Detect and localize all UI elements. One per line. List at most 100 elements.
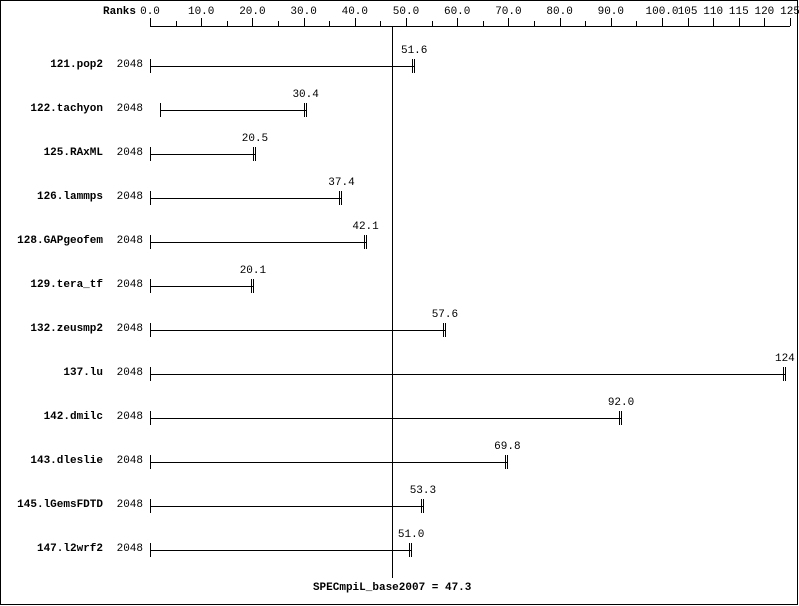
x-axis-major-tick bbox=[304, 18, 305, 26]
benchmark-ranks: 2048 bbox=[108, 367, 143, 379]
x-axis-tick-label: 80.0 bbox=[546, 6, 572, 18]
benchmark-bar-cap-right-inner bbox=[443, 323, 444, 337]
benchmark-value-label: 30.4 bbox=[292, 89, 318, 101]
benchmark-bar bbox=[150, 506, 423, 507]
x-axis-major-tick bbox=[764, 18, 765, 26]
benchmark-name: 143.dleslie bbox=[8, 455, 103, 467]
benchmark-bar-cap-right bbox=[445, 323, 446, 337]
benchmark-bar bbox=[150, 242, 366, 243]
x-axis-major-tick bbox=[688, 18, 689, 26]
x-axis-major-tick bbox=[611, 18, 612, 26]
benchmark-bar-cap-right-inner bbox=[409, 543, 410, 557]
benchmark-ranks: 2048 bbox=[108, 543, 143, 555]
benchmark-bar-cap-right bbox=[621, 411, 622, 425]
benchmark-bar-cap-left bbox=[160, 103, 161, 117]
benchmark-ranks: 2048 bbox=[108, 323, 143, 335]
benchmark-bar-cap-left bbox=[150, 367, 151, 381]
x-axis-tick-label: 0.0 bbox=[140, 6, 160, 18]
benchmark-ranks: 2048 bbox=[108, 147, 143, 159]
chart-border bbox=[0, 0, 798, 605]
benchmark-bar-cap-right bbox=[306, 103, 307, 117]
x-axis-tick-label: 115 bbox=[729, 6, 749, 18]
benchmark-bar-cap-right bbox=[414, 59, 415, 73]
x-axis-tick-label: 105 bbox=[678, 6, 698, 18]
spec-chart: Ranks0.010.020.030.040.050.060.070.080.0… bbox=[0, 0, 799, 606]
benchmark-bar bbox=[150, 154, 255, 155]
x-axis-major-tick bbox=[790, 18, 791, 26]
benchmark-ranks: 2048 bbox=[108, 191, 143, 203]
benchmark-value-label: 51.6 bbox=[401, 45, 427, 57]
benchmark-ranks: 2048 bbox=[108, 455, 143, 467]
x-axis-major-tick bbox=[406, 18, 407, 26]
benchmark-ranks: 2048 bbox=[108, 279, 143, 291]
reference-line-label: SPECmpiL_base2007 = 47.3 bbox=[313, 582, 471, 594]
benchmark-bar-cap-right bbox=[255, 147, 256, 161]
benchmark-bar-cap-left bbox=[150, 59, 151, 73]
benchmark-value-label: 20.1 bbox=[240, 265, 266, 277]
benchmark-bar bbox=[150, 66, 414, 67]
benchmark-bar-cap-right bbox=[253, 279, 254, 293]
benchmark-name: 129.tera_tf bbox=[8, 279, 103, 291]
benchmark-bar bbox=[150, 550, 411, 551]
benchmark-bar-cap-right-inner bbox=[364, 235, 365, 249]
benchmark-bar-cap-right-inner bbox=[421, 499, 422, 513]
benchmark-name: 128.GAPgeofem bbox=[8, 235, 103, 247]
benchmark-bar-cap-left bbox=[150, 543, 151, 557]
benchmark-bar-cap-right bbox=[507, 455, 508, 469]
benchmark-bar-cap-left bbox=[150, 455, 151, 469]
benchmark-name: 121.pop2 bbox=[8, 59, 103, 71]
x-axis-tick-label: 125 bbox=[780, 6, 799, 18]
benchmark-bar-cap-right bbox=[785, 367, 786, 381]
benchmark-bar bbox=[150, 198, 341, 199]
benchmark-name: 137.lu bbox=[8, 367, 103, 379]
benchmark-ranks: 2048 bbox=[108, 103, 143, 115]
x-axis-major-tick bbox=[150, 18, 151, 26]
x-axis-tick-label: 10.0 bbox=[188, 6, 214, 18]
benchmark-bar bbox=[150, 330, 445, 331]
benchmark-ranks: 2048 bbox=[108, 411, 143, 423]
benchmark-value-label: 20.5 bbox=[242, 133, 268, 145]
benchmark-bar-cap-right-inner bbox=[339, 191, 340, 205]
benchmark-bar-cap-right-inner bbox=[619, 411, 620, 425]
x-axis-major-tick bbox=[560, 18, 561, 26]
benchmark-bar-cap-left bbox=[150, 499, 151, 513]
benchmark-bar-cap-right-inner bbox=[412, 59, 413, 73]
x-axis-major-tick bbox=[252, 18, 253, 26]
benchmark-bar-cap-right-inner bbox=[251, 279, 252, 293]
x-axis-major-tick bbox=[662, 18, 663, 26]
benchmark-name: 142.dmilc bbox=[8, 411, 103, 423]
benchmark-value-label: 124 bbox=[775, 353, 795, 365]
benchmark-bar-cap-right bbox=[411, 543, 412, 557]
x-axis-major-tick bbox=[508, 18, 509, 26]
benchmark-bar-cap-left bbox=[150, 147, 151, 161]
x-axis-tick-label: 30.0 bbox=[290, 6, 316, 18]
ranks-header-label: Ranks bbox=[103, 6, 136, 18]
benchmark-name: 125.RAxML bbox=[8, 147, 103, 159]
x-axis-line bbox=[150, 26, 790, 27]
benchmark-bar-cap-right bbox=[366, 235, 367, 249]
x-axis-tick-label: 90.0 bbox=[598, 6, 624, 18]
benchmark-name: 147.l2wrf2 bbox=[8, 543, 103, 555]
benchmark-value-label: 37.4 bbox=[328, 177, 354, 189]
benchmark-bar-cap-left bbox=[150, 235, 151, 249]
reference-line bbox=[392, 26, 393, 578]
benchmark-ranks: 2048 bbox=[108, 59, 143, 71]
benchmark-bar-cap-left bbox=[150, 191, 151, 205]
benchmark-bar-cap-left bbox=[150, 279, 151, 293]
benchmark-bar bbox=[150, 462, 507, 463]
x-axis-tick-label: 60.0 bbox=[444, 6, 470, 18]
benchmark-bar-cap-right-inner bbox=[783, 367, 784, 381]
benchmark-bar-cap-right bbox=[423, 499, 424, 513]
benchmark-name: 145.lGemsFDTD bbox=[8, 499, 103, 511]
benchmark-ranks: 2048 bbox=[108, 499, 143, 511]
benchmark-value-label: 42.1 bbox=[352, 221, 378, 233]
benchmark-bar-cap-left bbox=[150, 323, 151, 337]
benchmark-bar bbox=[150, 418, 621, 419]
x-axis-major-tick bbox=[201, 18, 202, 26]
benchmark-bar bbox=[150, 374, 785, 375]
benchmark-bar-cap-right-inner bbox=[304, 103, 305, 117]
benchmark-bar bbox=[160, 110, 305, 111]
benchmark-name: 126.lammps bbox=[8, 191, 103, 203]
x-axis-tick-label: 110 bbox=[703, 6, 723, 18]
benchmark-value-label: 92.0 bbox=[608, 397, 634, 409]
